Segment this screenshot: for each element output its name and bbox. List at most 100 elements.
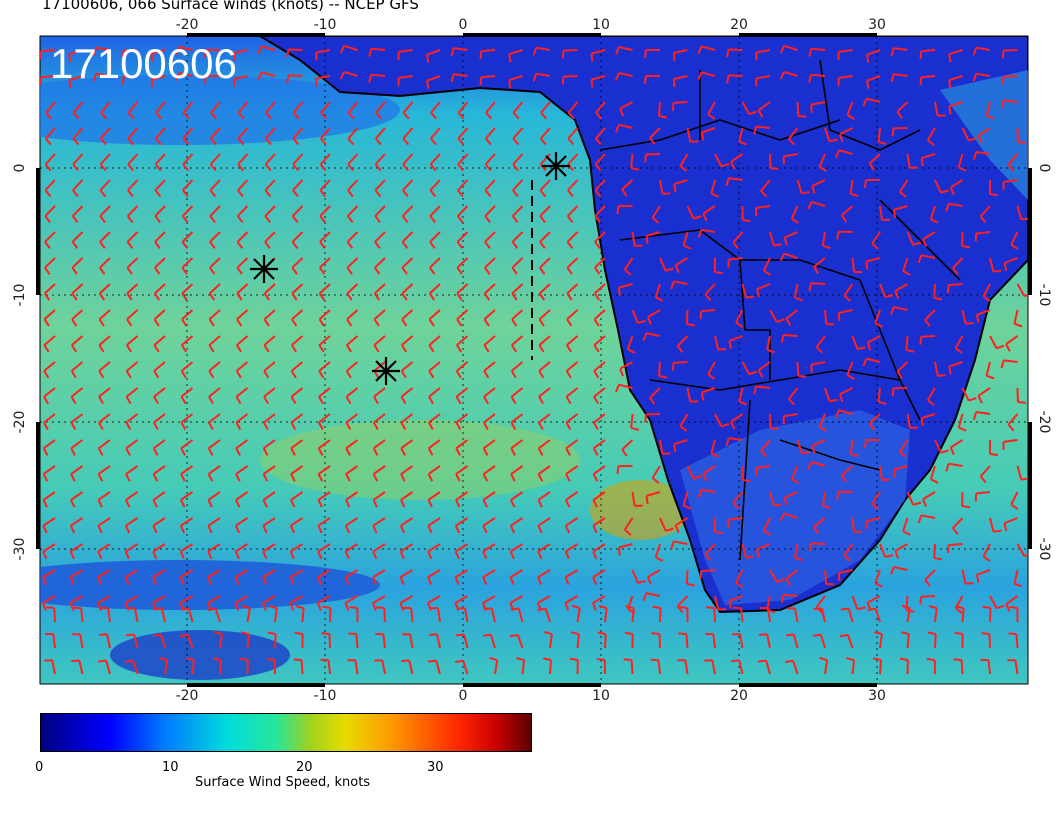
wind-barb-feather <box>512 112 520 120</box>
wind-barb <box>701 228 716 233</box>
wind-barb <box>659 517 667 532</box>
wind-barb-feather <box>150 53 154 62</box>
wind-barb <box>234 595 249 604</box>
wind-barb <box>152 543 166 553</box>
wind-barb-feather <box>72 137 80 146</box>
wind-barb <box>72 101 84 114</box>
wind-barb-feather <box>624 528 632 536</box>
wind-barb-feather <box>678 632 687 636</box>
wind-barb <box>317 517 331 527</box>
wind-barb <box>621 179 634 191</box>
wind-barb-feather <box>965 322 974 325</box>
wind-barb-feather <box>757 369 764 378</box>
wind-barb-feather <box>592 551 598 560</box>
wind-barb-feather <box>402 112 410 120</box>
wind-barb-feather <box>425 54 430 63</box>
wind-barb-feather <box>292 189 299 198</box>
wind-barb <box>97 543 111 553</box>
wind-barb-feather <box>265 137 272 146</box>
wind-barb-feather <box>735 581 744 588</box>
wind-barb <box>976 309 991 316</box>
wind-barb-feather <box>968 137 977 142</box>
wind-barb-feather <box>320 137 327 146</box>
wind-barb-feather <box>347 137 355 146</box>
wind-barb-feather <box>673 184 677 193</box>
wind-barb <box>728 177 743 181</box>
wind-barb <box>838 75 853 79</box>
wind-barb <box>512 127 524 140</box>
wind-barb <box>784 231 798 239</box>
wind-barb-feather <box>44 241 51 249</box>
wind-barb-feather <box>594 267 601 275</box>
wind-barb-feather <box>704 553 712 562</box>
wind-barb <box>796 101 800 117</box>
wind-barb <box>98 309 111 321</box>
wind-barb-feather <box>482 576 488 586</box>
wind-barb <box>126 335 139 346</box>
wind-barb <box>566 309 579 321</box>
wind-barb-feather <box>901 604 911 610</box>
wind-barb-feather <box>71 215 79 223</box>
wind-barb <box>621 439 634 451</box>
wind-barb <box>52 633 56 649</box>
wind-barb <box>1003 49 1018 52</box>
wind-barb-feather <box>235 499 241 508</box>
wind-barb-feather <box>510 447 516 456</box>
wind-barb-feather <box>540 112 548 120</box>
wind-barb-feather <box>965 582 974 585</box>
wind-barb-feather <box>42 473 49 482</box>
wind-barb-feather <box>127 112 135 120</box>
wind-barb-feather <box>890 306 895 315</box>
wind-barb <box>701 45 716 51</box>
wind-barb <box>427 595 441 604</box>
wind-barb-feather <box>346 344 352 353</box>
wind-barb-feather <box>400 422 407 430</box>
wind-barb-feather <box>126 292 133 301</box>
wind-barb <box>154 205 166 217</box>
wind-barb <box>154 257 166 269</box>
wind-barb-feather <box>99 633 108 636</box>
wind-barb-feather <box>566 344 572 353</box>
wind-barb-feather <box>693 215 702 220</box>
wind-barb <box>1010 231 1019 245</box>
wind-barb <box>906 633 910 649</box>
wind-barb-feather <box>127 137 135 146</box>
wind-barb <box>685 633 689 649</box>
wind-barb-feather <box>426 602 432 611</box>
wind-barb <box>319 205 331 217</box>
wind-barb-feather <box>658 114 668 119</box>
wind-barb-feather <box>155 137 162 146</box>
wind-barb-feather <box>899 451 907 458</box>
wind-barb-feather <box>261 602 267 611</box>
wind-barb <box>948 543 963 547</box>
wind-barb-feather <box>290 473 296 482</box>
wind-barb <box>566 335 579 346</box>
wind-barb <box>950 439 964 449</box>
wind-barb <box>618 543 633 549</box>
wind-barb-feather <box>878 400 887 405</box>
wind-barb <box>97 595 111 604</box>
wind-barb-feather <box>264 189 272 198</box>
wind-barb <box>180 491 194 501</box>
wind-barb-feather <box>235 447 241 456</box>
wind-barb <box>237 127 249 140</box>
wind-barb-feather <box>866 342 872 351</box>
wind-barb-feather <box>616 205 620 215</box>
wind-barb-feather <box>512 189 519 198</box>
wind-barb-feather <box>339 45 346 54</box>
wind-barb <box>402 179 414 191</box>
wind-barb <box>463 608 469 623</box>
wind-barb <box>400 465 414 475</box>
wind-barb <box>824 127 831 142</box>
wind-barb-feather <box>540 137 547 146</box>
wind-barb-feather <box>402 163 409 172</box>
wind-barb <box>950 179 964 189</box>
wind-barb <box>976 569 991 576</box>
wind-barb <box>824 660 829 675</box>
wind-barb-feather <box>457 112 465 120</box>
wind-barb-feather <box>862 358 868 367</box>
wind-barb-feather <box>972 411 978 421</box>
wind-barb <box>755 205 771 209</box>
wind-barb <box>480 75 496 79</box>
wind-barb <box>99 283 111 295</box>
